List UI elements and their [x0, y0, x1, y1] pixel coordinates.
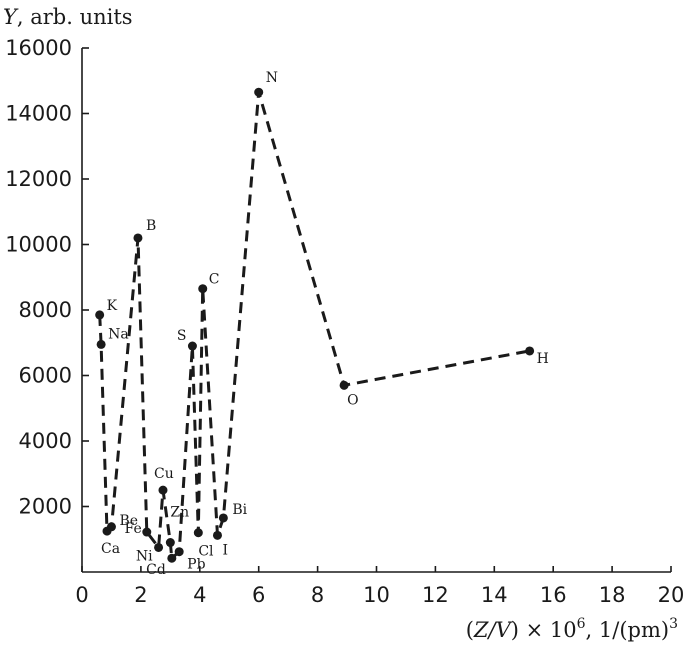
data-point-cu — [158, 485, 168, 495]
x-axis-title: (Z/V) × 106, 1/(pm)3 — [466, 616, 678, 642]
x-tick-label: 18 — [599, 583, 626, 607]
data-point-n — [254, 87, 264, 97]
point-label-s: S — [177, 328, 187, 344]
data-point-o — [339, 380, 349, 390]
point-label-na: Na — [108, 326, 129, 342]
data-series: K Na Ca Be B Fe Ni Cu Zn Cd Pb S Cl C I Bi N O H — [95, 70, 549, 578]
point-label-cd: Cd — [146, 562, 166, 578]
point-label-ni: Ni — [136, 548, 153, 564]
data-point-b — [133, 233, 143, 243]
point-label-ca: Ca — [101, 541, 120, 557]
y-tick-label: 4000 — [19, 429, 72, 453]
x-axis-title-exp: 6 — [577, 616, 586, 632]
point-label-fe: Fe — [125, 521, 142, 537]
point-label-cu: Cu — [154, 466, 174, 482]
point-label-zn: Zn — [170, 505, 189, 521]
data-point-c — [198, 284, 208, 294]
x-tick-label: 16 — [540, 583, 567, 607]
x-axis-title-var: Z/V — [473, 618, 513, 642]
point-label-cl: Cl — [198, 544, 214, 560]
data-point-cd — [167, 553, 177, 563]
point-label-k: K — [107, 298, 118, 314]
point-label-o: O — [347, 392, 358, 408]
point-label-c: C — [209, 272, 220, 288]
data-point-bi — [218, 513, 228, 523]
data-point-zn — [165, 538, 175, 548]
point-label-be: Be — [119, 513, 138, 529]
x-axis-title-paren: ( — [466, 618, 474, 642]
data-point-i — [212, 530, 222, 540]
x-tick-label: 14 — [481, 583, 508, 607]
point-label-n: N — [266, 70, 278, 86]
point-label-h: H — [537, 351, 549, 367]
data-point-pb — [174, 547, 184, 557]
x-tick-label: 4 — [193, 583, 206, 607]
x-axis-title-times: ) × 10 — [511, 618, 577, 642]
point-label-bi: Bi — [232, 502, 247, 518]
data-point-ni — [154, 542, 164, 552]
y-axis-title: Y, arb. units — [3, 5, 133, 29]
data-point-h — [525, 346, 535, 356]
y-tick-label: 14000 — [5, 102, 72, 126]
y-axis-title-var: Y — [3, 5, 19, 29]
data-point-cl — [193, 528, 203, 538]
x-tick-label: 8 — [311, 583, 324, 607]
x-axis-title-units-exp: 3 — [669, 616, 678, 632]
y-tick-label: 10000 — [5, 233, 72, 257]
y-tick-label: 8000 — [19, 298, 72, 322]
x-tick-label: 6 — [252, 583, 265, 607]
point-label-pb: Pb — [187, 557, 205, 573]
y-tick-label: 16000 — [5, 36, 72, 60]
x-tick-label: 2 — [134, 583, 147, 607]
x-axis-title-units: , 1/(pm) — [586, 618, 670, 642]
point-label-b: B — [146, 218, 156, 234]
point-label-i: I — [222, 542, 228, 558]
data-point-s — [187, 341, 197, 351]
data-point-k — [95, 310, 105, 320]
x-tick-label: 12 — [422, 583, 449, 607]
data-point-fe — [142, 527, 152, 537]
x-tick-label: 10 — [363, 583, 390, 607]
y-axis-title-text: , arb. units — [17, 5, 133, 29]
x-tick-label: 20 — [658, 583, 685, 607]
axis-ticks: 0 2 4 6 8 10 12 14 16 18 20 2000 4000 6000 8000 10000 12… — [5, 36, 684, 607]
y-tick-label: 12000 — [5, 167, 72, 191]
y-tick-label: 6000 — [19, 364, 72, 388]
y-tick-label: 2000 — [19, 495, 72, 519]
data-point-na — [96, 339, 106, 349]
x-tick-label: 0 — [75, 583, 88, 607]
data-point-be — [106, 522, 116, 532]
